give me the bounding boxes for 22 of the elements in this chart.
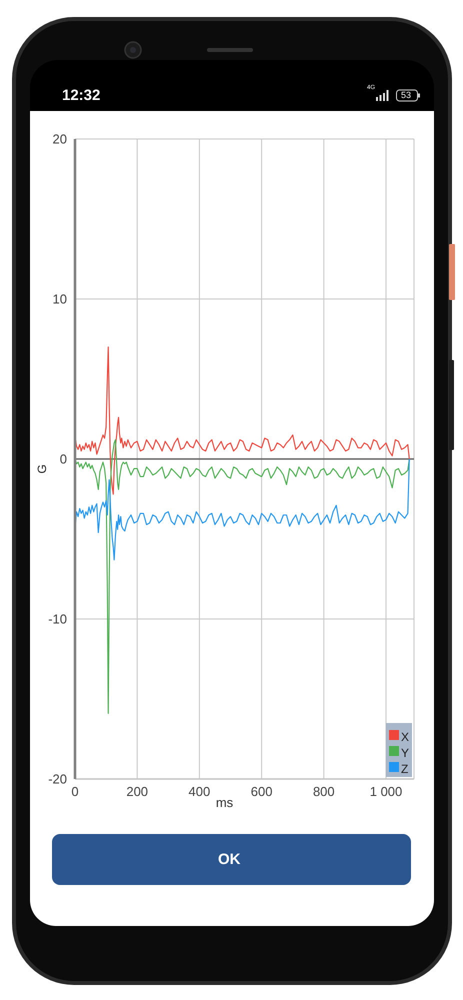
legend-label: X — [401, 730, 410, 744]
x-tick-label: 200 — [126, 784, 148, 800]
text: 53 — [401, 90, 412, 101]
y-axis-title: G — [35, 463, 49, 476]
legend-label: Z — [401, 762, 408, 776]
y-tick-label: 0 — [60, 452, 67, 467]
x-axis-title: ms — [216, 795, 234, 810]
line-series — [75, 439, 410, 714]
x-tick-label: 0 — [71, 784, 79, 800]
legend-label: Y — [401, 746, 410, 760]
y-tick-label: 10 — [52, 292, 67, 307]
text: OK — [218, 851, 240, 869]
x-tick-label: 600 — [250, 784, 272, 800]
y-tick-label: -20 — [48, 772, 67, 787]
x-tick-label: 1 000 — [370, 784, 402, 800]
x-tick-label: 400 — [188, 784, 210, 800]
x-tick-label: 800 — [312, 784, 335, 800]
line-series — [75, 458, 410, 560]
y-tick-label: -10 — [48, 612, 67, 627]
line-series — [75, 346, 410, 495]
y-tick-label: 20 — [52, 132, 67, 147]
text: 12:32 — [62, 87, 100, 105]
